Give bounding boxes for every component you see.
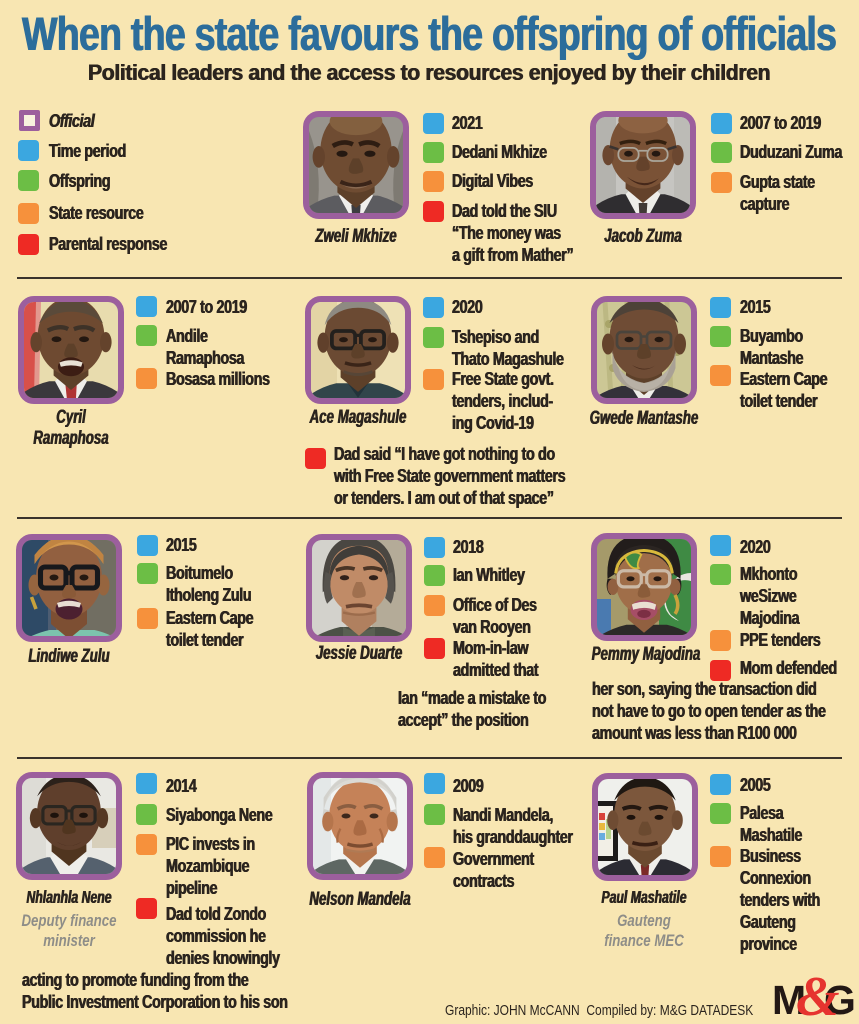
svg-text:M: M: [772, 977, 804, 1021]
svg-text:G: G: [824, 977, 856, 1021]
svg-text:&: &: [796, 971, 840, 1021]
